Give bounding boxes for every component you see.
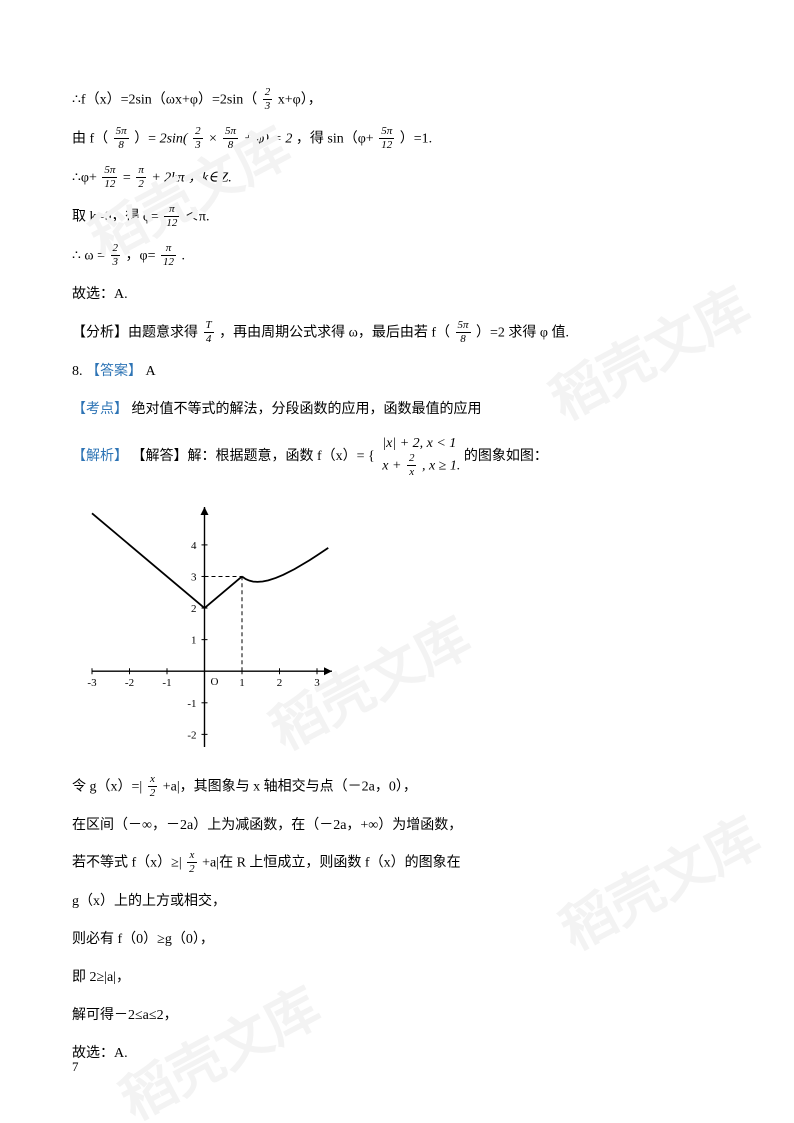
svg-text:3: 3 bbox=[314, 677, 320, 689]
svg-text:1: 1 bbox=[239, 677, 245, 689]
svg-text:-1: -1 bbox=[162, 677, 171, 689]
solution-line-ineq: 若不等式 f（x）≥| x2 +a|在 R 上恒成立，则函数 f（x）的图象在 bbox=[72, 851, 722, 876]
svg-text:-1: -1 bbox=[187, 697, 196, 709]
fraction: π2 bbox=[136, 165, 146, 190]
piecewise-top: |x| + 2, bbox=[382, 436, 426, 451]
svg-text:4: 4 bbox=[191, 539, 197, 551]
math-expr: + φ) = 2 bbox=[244, 132, 296, 147]
piecewise-bot-a: x + bbox=[382, 458, 405, 473]
solution-line-15: 则必有 f（0）≥g（0）， bbox=[72, 928, 722, 952]
question-8-topic: 【考点】 绝对值不等式的解法，分段函数的应用，函数最值的应用 bbox=[72, 398, 722, 422]
text: x+φ）， bbox=[278, 93, 322, 108]
text: . bbox=[182, 249, 186, 264]
solution-line-17: 解可得－2≤a≤2， bbox=[72, 1004, 722, 1028]
topic-text: 绝对值不等式的解法，分段函数的应用，函数最值的应用 bbox=[132, 402, 482, 417]
fraction: 5π12 bbox=[379, 126, 394, 151]
solution-line-14: g（x）上的上方或相交， bbox=[72, 890, 722, 914]
text: ，再由周期公式求得 ω，最后由若 f（ bbox=[219, 326, 453, 341]
text: 故选：A. bbox=[72, 287, 128, 302]
fraction: 5π8 bbox=[223, 126, 238, 151]
solution-line-4: 取 k=0，得 φ= π12 ＜π. bbox=[72, 205, 722, 230]
fraction: 23 bbox=[193, 126, 203, 151]
text: +a|，其图象与 x 轴相交与点（－2a，0）， bbox=[163, 779, 417, 794]
piecewise-bot-b: , bbox=[418, 458, 429, 473]
text: +a|在 R 上恒成立，则函数 f（x）的图象在 bbox=[202, 856, 460, 871]
page-number: 7 bbox=[72, 1059, 79, 1075]
solution-line-16: 即 2≥|a|， bbox=[72, 966, 722, 990]
text: 即 2≥|a|， bbox=[72, 970, 130, 985]
solution-line-6: 故选：A. bbox=[72, 283, 722, 307]
text: ，φ= bbox=[126, 249, 159, 264]
question-number: 8. bbox=[72, 364, 83, 379]
text: 【分析】由题意求得 bbox=[72, 326, 202, 341]
fraction: 5π12 bbox=[102, 165, 117, 190]
piecewise-function: |x| + 2, x < 1 x + 2x , x ≥ 1. bbox=[378, 435, 460, 478]
svg-text:3: 3 bbox=[191, 571, 197, 583]
svg-text:1: 1 bbox=[191, 634, 197, 646]
solution-line-18: 故选：A. bbox=[72, 1042, 722, 1066]
svg-text:2: 2 bbox=[277, 677, 283, 689]
text: 则必有 f（0）≥g（0）， bbox=[72, 932, 214, 947]
piecewise-top-cond: x < 1 bbox=[427, 436, 457, 451]
text: 若不等式 f（x）≥| bbox=[72, 856, 185, 871]
text: 令 g（x）=| bbox=[72, 779, 146, 794]
svg-text:-2: -2 bbox=[187, 729, 196, 741]
text: 在区间（－∞，－2a）上为减函数，在（－2a，+∞）为增函数， bbox=[72, 818, 462, 833]
text: ）=1. bbox=[400, 132, 432, 147]
analysis-line: 【分析】由题意求得 T4 ，再由周期公式求得 ω，最后由若 f（ 5π8 ）=2… bbox=[72, 321, 722, 346]
text: = bbox=[123, 171, 134, 186]
solution-line-2: 由 f（ 5π8 ）= 2sin( 23 × 5π8 + φ) = 2 ，得 s… bbox=[72, 127, 722, 152]
question-8-answer: 8. 【答案】 A bbox=[72, 360, 722, 384]
text: 故选：A. bbox=[72, 1046, 128, 1061]
text: ）=2 求得 φ 值. bbox=[476, 326, 569, 341]
text: g（x）上的上方或相交， bbox=[72, 894, 226, 909]
page: 稻壳文库稻壳文库稻壳文库稻壳文库稻壳文库 ∴f（x）=2sin（ωx+φ）=2s… bbox=[0, 0, 794, 1123]
text: ，得 sin（φ+ bbox=[296, 132, 377, 147]
text: 【解答】解：根据题意，函数 f（x）= { bbox=[132, 449, 375, 464]
fraction: T4 bbox=[204, 320, 214, 345]
fraction: 5π8 bbox=[456, 320, 471, 345]
text: ∴φ+ bbox=[72, 171, 100, 186]
text: 解可得－2≤a≤2， bbox=[72, 1008, 178, 1023]
text: ∴f（x）=2sin（ωx+φ）=2sin（ bbox=[72, 93, 261, 108]
solution-line-1: ∴f（x）=2sin（ωx+φ）=2sin（ 23 x+φ）， bbox=[72, 88, 722, 113]
fraction: π12 bbox=[161, 243, 176, 268]
question-8-explain: 【解析】 【解答】解：根据题意，函数 f（x）= { |x| + 2, x < … bbox=[72, 435, 722, 478]
fraction: π12 bbox=[164, 204, 179, 229]
solution-line-5: ∴ ω = 23 ，φ= π12 . bbox=[72, 244, 722, 269]
fraction: 2x bbox=[407, 453, 417, 478]
text: 由 f（ bbox=[72, 132, 112, 147]
math-expr: × bbox=[208, 132, 221, 147]
text: ∴ ω = bbox=[72, 249, 109, 264]
svg-text:-2: -2 bbox=[125, 677, 134, 689]
svg-text:-3: -3 bbox=[87, 677, 97, 689]
solution-line-g: 令 g（x）=| x2 +a|，其图象与 x 轴相交与点（－2a，0）， bbox=[72, 775, 722, 800]
topic-label: 【考点】 bbox=[72, 402, 128, 417]
text: ）= bbox=[134, 132, 159, 147]
fraction: x2 bbox=[148, 774, 158, 799]
svg-text:O: O bbox=[211, 676, 219, 688]
answer-label: 【答案】 bbox=[86, 364, 142, 379]
explain-label: 【解析】 bbox=[72, 449, 128, 464]
math-expr: 2sin( bbox=[160, 132, 188, 147]
function-graph: -3 -2 -1 1 2 3 -2 -1 1 2 3 4 O bbox=[82, 497, 722, 757]
svg-text:2: 2 bbox=[191, 603, 197, 615]
graph-svg: -3 -2 -1 1 2 3 -2 -1 1 2 3 4 O bbox=[82, 497, 342, 757]
text: 取 k=0，得 φ= bbox=[72, 210, 162, 225]
solution-line-interval: 在区间（－∞，－2a）上为减函数，在（－2a，+∞）为增函数， bbox=[72, 814, 722, 838]
piecewise-bot-cond: x ≥ 1. bbox=[429, 458, 460, 473]
fraction: 5π8 bbox=[114, 126, 129, 151]
math-expr: + 2kπ ，k∈Z. bbox=[151, 171, 231, 186]
fraction: x2 bbox=[187, 850, 197, 875]
text: ＜π. bbox=[185, 210, 210, 225]
text: 的图象如图： bbox=[464, 449, 548, 464]
fraction: 23 bbox=[111, 243, 121, 268]
fraction: 23 bbox=[263, 87, 273, 112]
solution-line-3: ∴φ+ 5π12 = π2 + 2kπ ，k∈Z. bbox=[72, 166, 722, 191]
answer-value: A bbox=[146, 364, 156, 379]
